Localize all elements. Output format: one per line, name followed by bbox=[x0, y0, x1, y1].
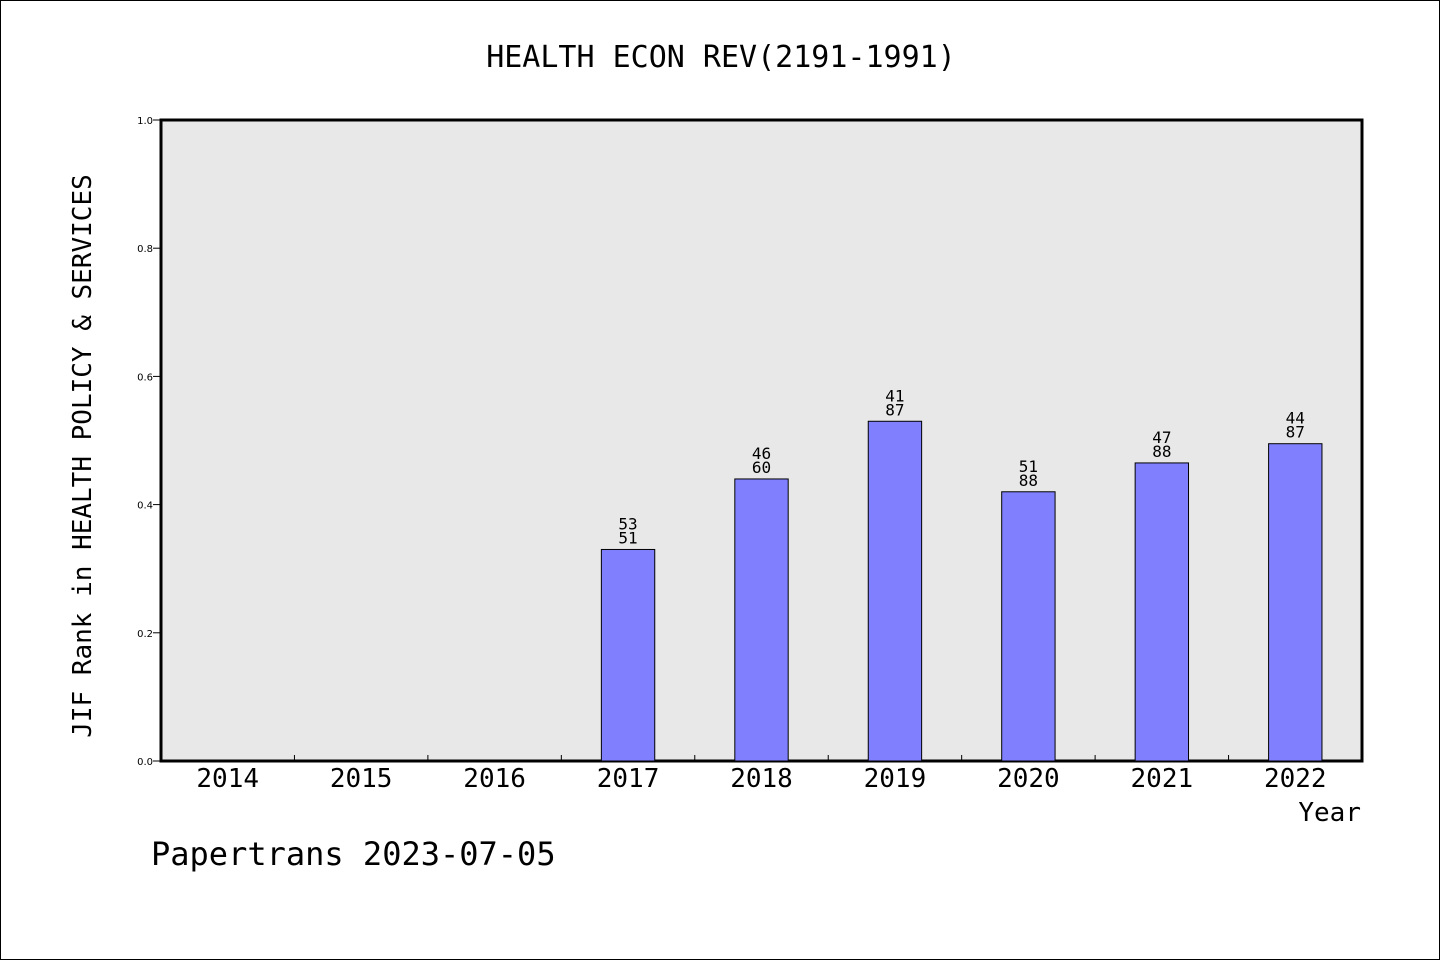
y-tick-label: 0.0 bbox=[137, 757, 153, 768]
bar-label-top: 53 bbox=[618, 514, 637, 533]
y-tick-label: 0.6 bbox=[137, 372, 153, 383]
bar-label-top: 47 bbox=[1152, 428, 1171, 447]
bar-2018 bbox=[734, 478, 789, 762]
bar-label-top: 44 bbox=[1286, 409, 1305, 428]
bar-2017 bbox=[600, 548, 656, 762]
bar-label-bottom: 88 bbox=[1152, 442, 1171, 461]
x-tick-label: 2018 bbox=[730, 764, 793, 794]
x-tick-label: 2017 bbox=[597, 764, 660, 794]
y-tick-label: 0.2 bbox=[137, 629, 153, 640]
x-tick-label: 2020 bbox=[997, 764, 1060, 794]
bar-label-bottom: 88 bbox=[1019, 471, 1038, 490]
y-tick-label: 1.0 bbox=[137, 116, 153, 127]
x-tick-label: 2019 bbox=[864, 764, 927, 794]
x-tick-label: 2014 bbox=[196, 764, 259, 794]
bar-2021 bbox=[1134, 462, 1190, 762]
watermark-text: Papertrans 2023-07-05 bbox=[151, 835, 556, 873]
x-axis-label: Year bbox=[1298, 798, 1361, 828]
x-tick-label: 2015 bbox=[330, 764, 393, 794]
y-tick-label: 0.4 bbox=[137, 501, 153, 512]
bar-label-top: 51 bbox=[1019, 457, 1038, 476]
bar-label-bottom: 87 bbox=[1286, 423, 1305, 442]
y-axis-label: JIF Rank in HEALTH POLICY & SERVICES bbox=[68, 174, 98, 738]
bar-label-top: 41 bbox=[885, 386, 904, 405]
bar-2022 bbox=[1268, 443, 1323, 762]
x-tick-label: 2021 bbox=[1131, 764, 1194, 794]
bar-label-bottom: 51 bbox=[618, 528, 637, 547]
bar-2020 bbox=[1001, 491, 1056, 762]
bar-label-bottom: 87 bbox=[885, 400, 904, 419]
x-tick-label: 2022 bbox=[1264, 764, 1327, 794]
bar-label-bottom: 60 bbox=[752, 458, 771, 477]
bar-label-top: 46 bbox=[752, 444, 771, 463]
ticks-layer: 0.0 0.2 0.4 0.6 0.8 1.0 2014 2015 2016 2017 2018 20… bbox=[137, 116, 1326, 794]
bar-2019 bbox=[867, 420, 923, 762]
x-tick-label: 2016 bbox=[463, 764, 526, 794]
y-tick-label: 0.8 bbox=[137, 244, 153, 255]
chart-title: HEALTH ECON REV(2191-1991) bbox=[486, 40, 956, 75]
